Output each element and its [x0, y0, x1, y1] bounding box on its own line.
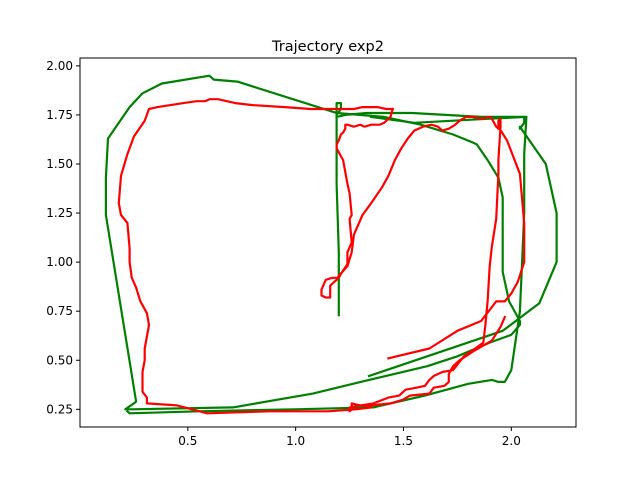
y-tick-label: 1.50 [46, 157, 73, 171]
series-layer [104, 74, 558, 415]
plot-frame [79, 57, 577, 428]
x-tick-label: 0.5 [178, 434, 197, 448]
trajectory-line-2 [125, 115, 528, 415]
chart-title: Trajectory exp2 [271, 39, 384, 55]
trajectory-line-4 [117, 98, 394, 415]
trajectory-line-1 [104, 74, 522, 411]
trajectory-line-5 [320, 107, 395, 299]
y-axis: 0.25 0.50 0.75 1.00 1.25 1.50 1.75 2.00 [46, 59, 80, 416]
y-tick-label: 1.75 [46, 108, 73, 122]
x-axis: 0.5 1.0 1.5 2.0 [178, 427, 521, 448]
y-tick-label: 1.00 [46, 255, 73, 269]
trajectory-line-3 [348, 117, 526, 413]
trajectory-line-6 [346, 115, 500, 268]
x-tick-label: 2.0 [502, 434, 521, 448]
y-tick-label: 0.25 [46, 402, 73, 416]
y-tick-label: 0.75 [46, 304, 73, 318]
x-tick-label: 1.0 [286, 434, 305, 448]
y-tick-label: 1.25 [46, 206, 73, 220]
trajectory-line-0 [335, 101, 558, 378]
y-tick-label: 0.50 [46, 353, 73, 367]
y-tick-label: 2.00 [46, 59, 73, 73]
x-tick-label: 1.5 [394, 434, 413, 448]
